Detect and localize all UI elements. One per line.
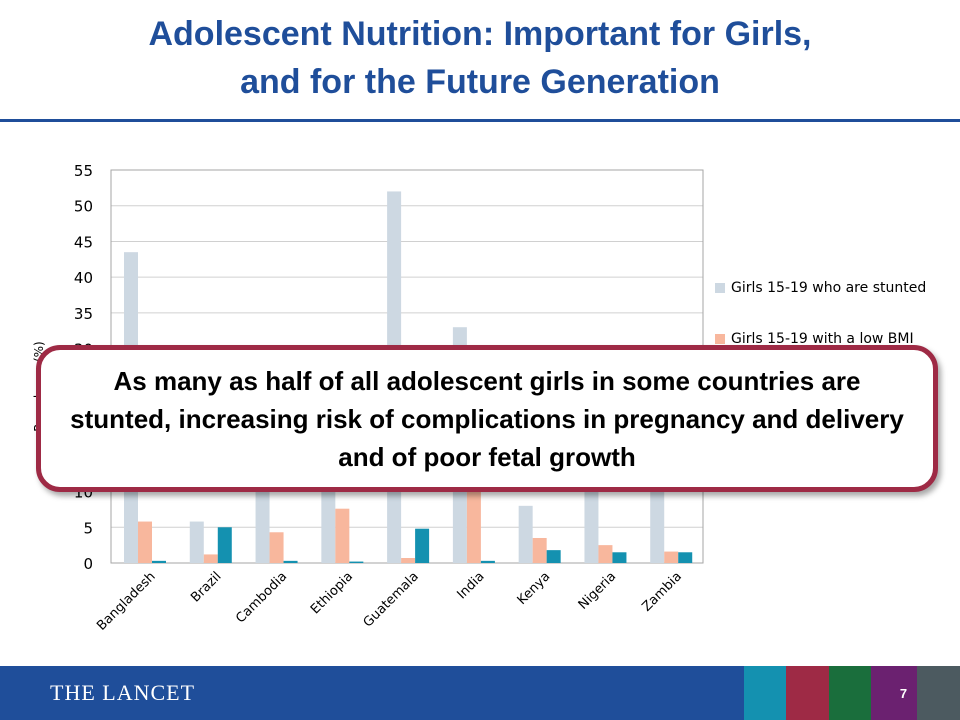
bar-low-bmi <box>138 521 152 563</box>
y-tick-label: 5 <box>83 519 93 537</box>
callout-text: As many as half of all adolescent girls … <box>70 365 904 472</box>
x-tick-label: Guatemala <box>361 569 422 630</box>
y-tick-label: 45 <box>74 233 93 251</box>
bar-low-bmi <box>269 532 284 563</box>
bar-low-bmi <box>664 551 679 563</box>
bar-low-bmi <box>598 545 613 563</box>
x-tick-label: Zambia <box>639 569 685 615</box>
slide-title: Adolescent Nutrition: Important for Girl… <box>0 10 960 106</box>
footer-stripe-purple <box>871 666 917 720</box>
x-tick-label: Cambodia <box>233 569 290 626</box>
bar-third-series <box>546 550 561 563</box>
y-tick-label: 35 <box>74 305 93 323</box>
bar-third-series <box>480 560 495 563</box>
bar-stunted <box>518 505 533 563</box>
bar-low-bmi <box>335 508 350 563</box>
legend-swatch <box>715 334 725 344</box>
page-number: 7 <box>899 685 908 701</box>
x-tick-label: Nigeria <box>576 569 619 612</box>
y-tick-label: 55 <box>74 162 93 180</box>
bar-third-series <box>612 552 627 563</box>
x-tick-label: Brazil <box>188 569 224 605</box>
footer-stripe-crimson <box>786 666 829 720</box>
lancet-logo: THE LANCET <box>50 680 196 705</box>
callout-box: As many as half of all adolescent girls … <box>36 345 938 492</box>
y-tick-label: 40 <box>74 269 93 287</box>
bar-third-series <box>678 552 693 563</box>
footer-stripe-teal <box>744 666 786 720</box>
legend-swatch <box>715 283 725 293</box>
y-tick-label: 50 <box>74 198 93 216</box>
x-tick-label: Kenya <box>515 569 554 608</box>
footer-stripe-green <box>829 666 871 720</box>
bar-third-series <box>217 527 232 563</box>
bar-low-bmi <box>203 554 218 563</box>
title-line-2: and for the Future Generation <box>240 63 720 101</box>
footer-bar: THE LANCET 7 <box>0 666 960 720</box>
bar-low-bmi <box>466 491 481 563</box>
bar-stunted <box>189 521 204 563</box>
bar-third-series <box>415 528 430 563</box>
title-line-1: Adolescent Nutrition: Important for Girl… <box>148 15 812 53</box>
footer-stripe-slate <box>917 666 960 720</box>
x-tick-label: Ethiopia <box>308 569 356 617</box>
bar-third-series <box>283 560 298 563</box>
title-divider <box>0 119 960 122</box>
x-tick-label: Bangladesh <box>94 569 159 634</box>
bar-third-series <box>152 560 166 563</box>
bar-third-series <box>349 561 364 563</box>
bar-low-bmi <box>401 557 416 563</box>
bar-low-bmi <box>532 537 547 563</box>
legend-label: Girls 15-19 who are stunted <box>731 280 926 296</box>
x-tick-label: India <box>454 569 487 602</box>
legend-label: Girls 15-19 with a low BMI <box>731 331 914 347</box>
y-tick-label: 0 <box>83 555 93 573</box>
